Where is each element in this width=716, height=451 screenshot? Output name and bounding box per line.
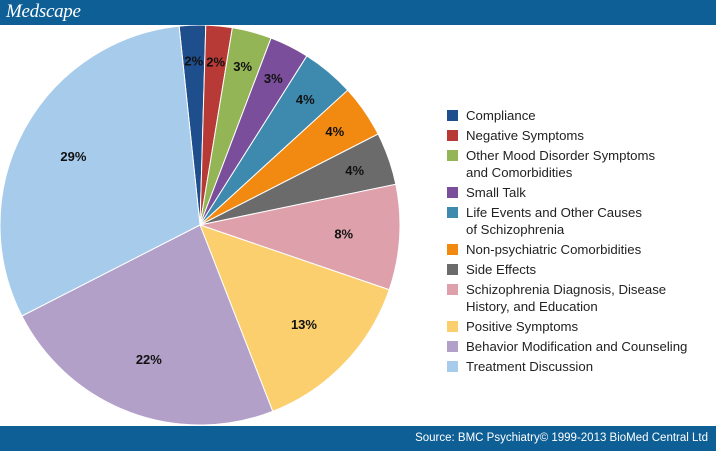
header-bar: Medscape [0, 0, 716, 25]
legend-swatch [447, 321, 458, 332]
legend-label: Behavior Modification and Counseling [466, 339, 688, 354]
slice-label-1: 2% [184, 54, 203, 69]
legend-label: Negative Symptoms [466, 128, 584, 143]
slice-label-10: 22% [136, 352, 162, 367]
pie-slice-8 [198, 183, 401, 291]
legend-item-4: Small Talk [447, 184, 716, 201]
legend-item-10: Behavior Modification and Counseling [447, 338, 716, 355]
legend-label: Treatment Discussion [466, 359, 594, 374]
source-credit: Source: BMC Psychiatry© 1999-2013 BioMed… [415, 432, 708, 444]
legend-item-7: Side Effects [447, 261, 716, 278]
legend-item-2: Negative Symptoms [447, 127, 716, 144]
legend: Compliance Negative Symptoms Other Mood Di… [447, 107, 716, 378]
legend-swatch [447, 187, 458, 198]
legend-item-3: Other Mood Disorder Symptoms and Comorbi… [447, 147, 716, 181]
pie-chart: 2% 2% 3% 3% 4% 4% 4% 8% 13% 22% 29% [0, 25, 401, 426]
legend-swatch [447, 244, 458, 255]
slice-label-11: 29% [60, 149, 86, 164]
chart-area: 2% 2% 3% 3% 4% 4% 4% 8% 13% 22% 29% Compliance Nega… [0, 25, 716, 426]
slice-label-2: 2% [206, 54, 225, 69]
slice-label-8: 8% [334, 226, 353, 241]
legend-swatch [447, 264, 458, 275]
legend-label: Non-psychiatric Comorbidities [466, 242, 642, 257]
pie-slice-9 [199, 224, 390, 412]
slice-label-9: 13% [291, 317, 317, 332]
slice-label-7: 4% [345, 163, 364, 178]
legend-label: Life Events and Other Causes of Schizoph… [466, 205, 642, 237]
slice-label-3: 3% [233, 59, 252, 74]
legend-swatch [447, 130, 458, 141]
legend-swatch [447, 341, 458, 352]
legend-item-8: Schizophrenia Diagnosis, Disease History… [447, 281, 716, 315]
legend-item-9: Positive Symptoms [447, 318, 716, 335]
slice-label-6: 4% [325, 124, 344, 139]
pie-slice-10 [21, 224, 274, 426]
brand-logo: Medscape [6, 1, 81, 22]
legend-item-1: Compliance [447, 107, 716, 124]
pie-slice-11 [0, 25, 201, 317]
legend-label: Side Effects [466, 262, 537, 277]
legend-swatch [447, 361, 458, 372]
slice-label-5: 4% [296, 92, 315, 107]
legend-item-6: Non-psychiatric Comorbidities [447, 241, 716, 258]
legend-label: Positive Symptoms [466, 319, 579, 334]
legend-item-11: Treatment Discussion [447, 358, 716, 375]
legend-label: Compliance [466, 108, 536, 123]
slice-label-4: 3% [264, 71, 283, 86]
legend-swatch [447, 207, 458, 218]
legend-label: Schizophrenia Diagnosis, Disease History… [466, 282, 667, 314]
footer-bar: Source: BMC Psychiatry© 1999-2013 BioMed… [0, 426, 716, 451]
legend-label: Other Mood Disorder Symptoms and Comorbi… [466, 148, 656, 180]
legend-swatch [447, 110, 458, 121]
legend-label: Small Talk [466, 185, 526, 200]
legend-item-5: Life Events and Other Causes of Schizoph… [447, 204, 716, 238]
legend-swatch [447, 284, 458, 295]
legend-swatch [447, 150, 458, 161]
